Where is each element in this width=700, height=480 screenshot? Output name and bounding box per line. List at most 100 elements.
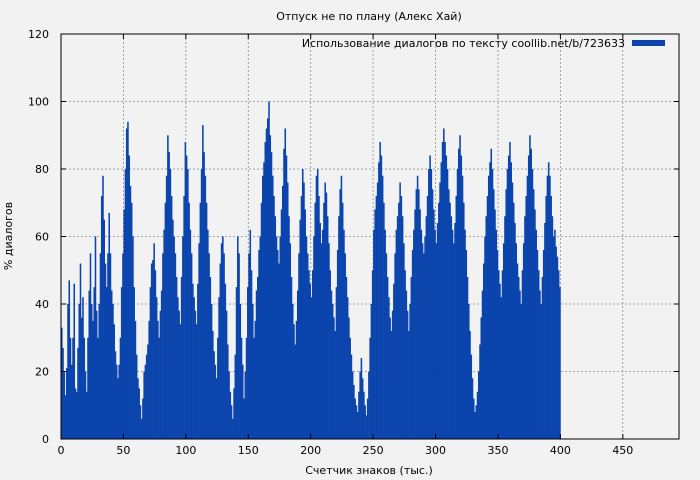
bar — [527, 155, 530, 439]
bar — [482, 263, 485, 439]
bar — [486, 196, 489, 439]
bar — [406, 310, 409, 439]
bar — [540, 304, 542, 439]
bar — [325, 192, 328, 439]
bar — [154, 270, 157, 439]
bar — [178, 310, 180, 439]
bar — [434, 229, 436, 439]
bar — [398, 202, 400, 439]
bar — [450, 216, 453, 439]
bar — [245, 337, 248, 439]
bar — [484, 236, 486, 439]
bar — [329, 270, 331, 439]
bar — [396, 216, 399, 439]
bar — [147, 344, 149, 439]
bar — [524, 216, 526, 439]
bar — [72, 337, 74, 439]
bar — [237, 236, 239, 439]
bar — [356, 412, 359, 439]
bar — [419, 209, 421, 439]
x-axis-label: Счетчик знаков (тыс.) — [305, 464, 433, 477]
bar — [477, 371, 480, 439]
bar — [369, 337, 371, 439]
bar — [227, 344, 229, 439]
x-tick-label: 0 — [58, 444, 65, 457]
bar — [168, 152, 170, 439]
bar — [120, 287, 123, 439]
bar — [429, 155, 431, 439]
bar — [262, 175, 264, 439]
bar — [333, 317, 335, 439]
bar — [259, 236, 262, 439]
bar — [340, 175, 343, 439]
bar — [269, 135, 272, 439]
bar — [476, 391, 479, 439]
bar — [376, 182, 379, 439]
bar — [489, 162, 491, 439]
bar — [474, 412, 476, 439]
bar — [88, 290, 91, 439]
x-tick-label: 350 — [487, 444, 508, 457]
bar — [257, 277, 259, 439]
bar — [511, 182, 514, 439]
bar — [265, 128, 268, 439]
bar — [300, 196, 303, 439]
y-tick-label: 80 — [35, 163, 49, 176]
bar — [491, 169, 494, 439]
bar — [440, 162, 443, 439]
bar — [187, 169, 189, 439]
bar — [114, 351, 117, 439]
bar — [109, 253, 112, 439]
bar — [311, 270, 314, 439]
bar — [240, 337, 243, 439]
bar — [451, 229, 454, 439]
bar — [480, 317, 483, 439]
bar — [291, 304, 294, 439]
bar — [557, 270, 560, 439]
bar — [522, 243, 525, 439]
bar — [391, 310, 394, 439]
bar — [500, 297, 503, 439]
bar — [225, 310, 228, 439]
bar — [129, 185, 132, 439]
x-tick-label: 100 — [175, 444, 196, 457]
bar — [461, 175, 464, 439]
bar — [228, 371, 230, 439]
bar — [119, 337, 122, 439]
bar — [95, 310, 98, 439]
bar — [464, 229, 466, 439]
bar — [453, 243, 455, 439]
bar — [299, 219, 302, 439]
bar — [254, 320, 257, 439]
bar — [182, 236, 184, 439]
bar — [130, 202, 133, 439]
bar — [124, 169, 127, 439]
bar — [519, 290, 521, 439]
bar — [316, 169, 319, 439]
bar — [210, 304, 213, 439]
bar — [309, 283, 311, 439]
bar — [404, 270, 406, 439]
bar — [512, 202, 515, 439]
bar — [294, 344, 297, 439]
bar — [411, 250, 414, 439]
bar — [253, 337, 255, 439]
bar — [209, 277, 212, 439]
y-tick-label: 100 — [28, 96, 49, 109]
bar — [536, 250, 539, 439]
bar — [539, 290, 541, 439]
bar — [99, 253, 102, 439]
bar — [233, 388, 235, 439]
bar — [285, 155, 288, 439]
bar — [213, 351, 215, 439]
bar — [532, 189, 535, 439]
bar — [275, 236, 278, 439]
bar — [505, 189, 508, 439]
bar — [339, 189, 341, 439]
bar — [418, 189, 420, 439]
bar — [75, 391, 78, 439]
bar — [319, 223, 321, 439]
bar — [394, 253, 396, 439]
bar — [67, 304, 69, 439]
